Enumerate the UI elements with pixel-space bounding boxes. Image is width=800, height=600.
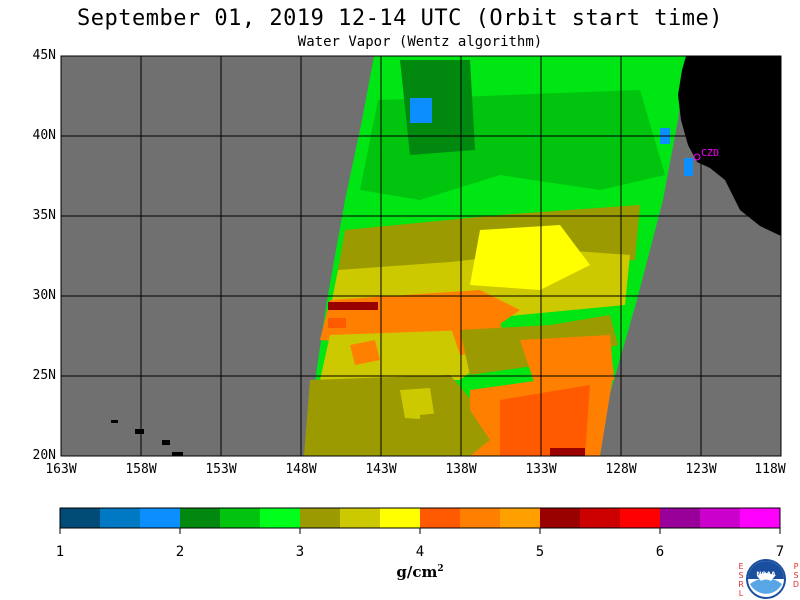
colorbar-swatch [140, 508, 181, 528]
noaa-logo-text: NOAA [756, 571, 776, 578]
lon-label: 143W [353, 462, 409, 477]
moist-band [328, 302, 378, 310]
colorbar-swatch [340, 508, 381, 528]
lon-label: 128W [593, 462, 649, 477]
lat-label: 25N [4, 368, 56, 383]
lon-label: 123W [673, 462, 729, 477]
lon-label: 118W [742, 462, 798, 477]
dry-patch [410, 98, 432, 123]
lon-label: 153W [193, 462, 249, 477]
station-label: CZD [701, 148, 719, 159]
colorbar-tick-label: 5 [530, 544, 550, 560]
moist-band [550, 448, 585, 456]
colorbar-swatch [420, 508, 461, 528]
colorbar-tick-label: 1 [50, 544, 70, 560]
colorbar-tick-label: 3 [290, 544, 310, 560]
colorbar-swatch [180, 508, 221, 528]
lon-label: 158W [113, 462, 169, 477]
colorbar-swatch [380, 508, 421, 528]
colorbar-swatch [700, 508, 741, 528]
lon-label: 138W [433, 462, 489, 477]
colorbar-swatch [260, 508, 301, 528]
lat-label: 30N [4, 288, 56, 303]
lat-label: 20N [4, 448, 56, 463]
colorbar-swatch [740, 508, 781, 528]
lat-label: 45N [4, 48, 56, 63]
dry-patch [684, 158, 693, 176]
colorbar-swatch [220, 508, 261, 528]
lon-label: 148W [273, 462, 329, 477]
colorbar-tick-label: 2 [170, 544, 190, 560]
colorbar-swatch [300, 508, 341, 528]
noaa-logo: NOAA [735, 558, 797, 600]
lon-label: 133W [513, 462, 569, 477]
colorbar-swatch [60, 508, 101, 528]
lat-label: 40N [4, 128, 56, 143]
colorbar [60, 508, 781, 528]
colorbar-swatch [460, 508, 501, 528]
colorbar-swatch [500, 508, 541, 528]
lon-label: 163W [33, 462, 89, 477]
colorbar-tick-label: 6 [650, 544, 670, 560]
colorbar-tick-label: 4 [410, 544, 430, 560]
colorbar-swatch [580, 508, 621, 528]
colorbar-swatch [540, 508, 581, 528]
colorbar-units: g/cm2 [380, 563, 460, 581]
lat-label: 35N [4, 208, 56, 223]
colorbar-swatch [100, 508, 141, 528]
colorbar-swatch [660, 508, 701, 528]
colorbar-swatch [620, 508, 661, 528]
moist-band [328, 318, 346, 328]
